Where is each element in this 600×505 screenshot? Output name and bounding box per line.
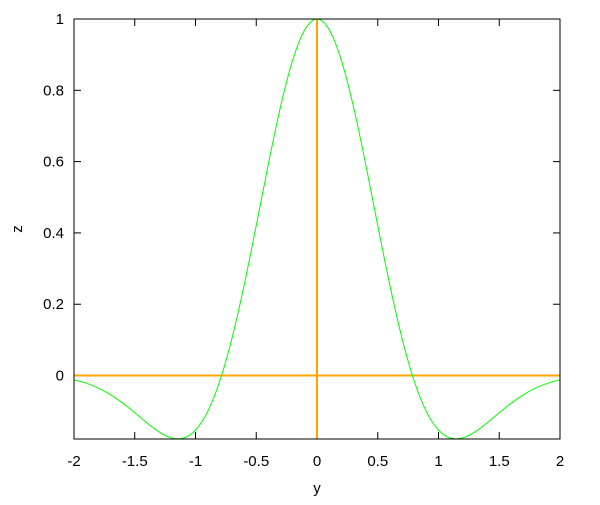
x-tick-label: 1.5: [489, 453, 510, 470]
y-axis-label: z: [9, 225, 26, 233]
y-tick-label: 0.8: [43, 82, 64, 99]
x-tick-label: 0.5: [367, 453, 388, 470]
y-tick-label: 0.6: [43, 154, 64, 171]
x-tick-label: 0: [313, 453, 321, 470]
x-tick-label: -1: [189, 453, 202, 470]
x-tick-label: -0.5: [243, 453, 269, 470]
plot-border: [73, 18, 561, 440]
x-tick-label: -2: [67, 453, 80, 470]
x-tick-label: -1.5: [122, 453, 148, 470]
y-tick-label: 0.4: [43, 225, 64, 242]
y-tick-label: 0: [56, 368, 64, 385]
x-tick-label: 1: [434, 453, 442, 470]
x-axis-label: y: [313, 480, 321, 497]
y-tick-label: 0.2: [43, 296, 64, 313]
y-tick-label: 1: [56, 11, 64, 28]
x-tick-label: 2: [556, 453, 564, 470]
